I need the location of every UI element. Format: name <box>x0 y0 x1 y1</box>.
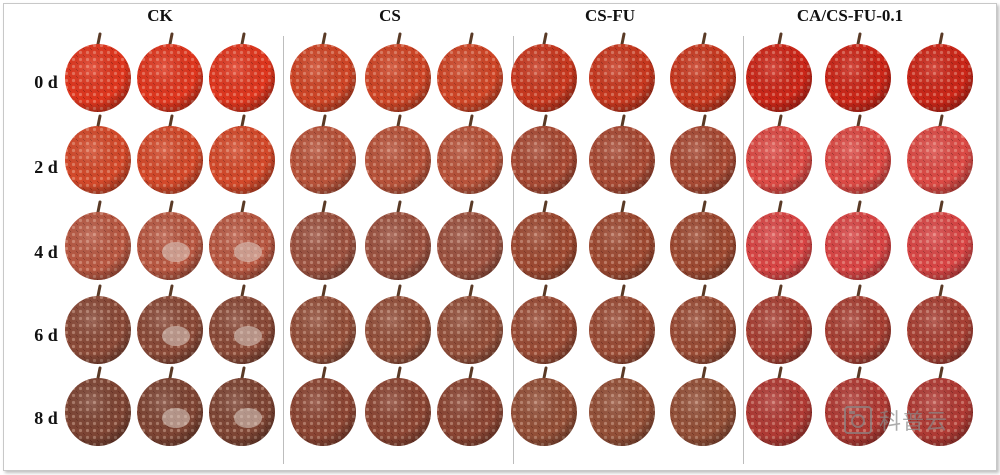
lychee-fruit <box>365 366 431 446</box>
lychee-fruit <box>907 366 973 446</box>
lychee-fruit <box>670 114 736 194</box>
lychee-fruit <box>511 284 577 364</box>
lychee-fruit <box>137 200 203 280</box>
day-label-8: 8 d <box>34 408 58 428</box>
lychee-fruit <box>65 366 131 446</box>
group-divider <box>743 36 744 464</box>
lychee-fruit <box>209 284 275 364</box>
watermark: 科普云 <box>843 404 948 436</box>
lychee-fruit <box>511 366 577 446</box>
lychee-fruit <box>209 200 275 280</box>
lychee-fruit <box>589 284 655 364</box>
day-label-2: 2 d <box>34 157 58 177</box>
lychee-fruit <box>825 200 891 280</box>
lychee-fruit <box>907 114 973 194</box>
lychee-fruit <box>137 114 203 194</box>
lychee-fruit <box>825 32 891 112</box>
lychee-fruit <box>437 32 503 112</box>
lychee-fruit <box>365 284 431 364</box>
lychee-fruit <box>137 32 203 112</box>
lychee-fruit <box>290 32 356 112</box>
lychee-fruit <box>365 200 431 280</box>
lychee-fruit <box>511 114 577 194</box>
lychee-fruit <box>65 284 131 364</box>
lychee-fruit <box>290 114 356 194</box>
lychee-fruit <box>209 366 275 446</box>
lychee-fruit <box>65 32 131 112</box>
lychee-fruit <box>290 366 356 446</box>
lychee-fruit <box>825 366 891 446</box>
lychee-fruit <box>65 114 131 194</box>
lychee-fruit <box>589 32 655 112</box>
column-title-ca-cs-fu: CA/CS-FU-0.1 <box>796 6 904 25</box>
day-label-0: 0 d <box>34 72 58 92</box>
lychee-fruit <box>209 32 275 112</box>
lychee-fruit <box>437 366 503 446</box>
lychee-fruit <box>589 114 655 194</box>
lychee-fruit <box>907 200 973 280</box>
lychee-fruit <box>907 32 973 112</box>
column-title-ck: CK <box>147 6 173 25</box>
lychee-fruit <box>825 284 891 364</box>
lychee-fruit <box>365 32 431 112</box>
lychee-fruit <box>907 284 973 364</box>
watermark-text: 科普云 <box>879 410 949 435</box>
lychee-fruit <box>670 32 736 112</box>
lychee-fruit <box>209 114 275 194</box>
lychee-fruit <box>746 32 812 112</box>
lychee-fruit <box>137 366 203 446</box>
camera-seal-icon <box>844 406 872 434</box>
lychee-fruit <box>65 200 131 280</box>
lychee-fruit <box>670 366 736 446</box>
lychee-fruit <box>589 366 655 446</box>
day-label-6: 6 d <box>34 325 58 345</box>
group-divider <box>283 36 284 464</box>
lychee-fruit <box>437 284 503 364</box>
lychee-fruit <box>746 284 812 364</box>
lychee-fruit <box>589 200 655 280</box>
lychee-fruit <box>511 32 577 112</box>
lychee-fruit <box>670 200 736 280</box>
lychee-fruit <box>746 200 812 280</box>
lychee-fruit <box>290 284 356 364</box>
lychee-fruit <box>137 284 203 364</box>
lychee-fruit <box>290 200 356 280</box>
column-title-cs-fu: CS-FU <box>584 6 636 25</box>
day-label-4: 4 d <box>34 242 58 262</box>
lychee-fruit <box>746 366 812 446</box>
lychee-fruit <box>825 114 891 194</box>
lychee-fruit <box>437 114 503 194</box>
lychee-fruit <box>746 114 812 194</box>
lychee-fruit <box>670 284 736 364</box>
column-title-cs: CS <box>379 6 401 25</box>
lychee-fruit <box>365 114 431 194</box>
lychee-fruit <box>511 200 577 280</box>
lychee-fruit <box>437 200 503 280</box>
